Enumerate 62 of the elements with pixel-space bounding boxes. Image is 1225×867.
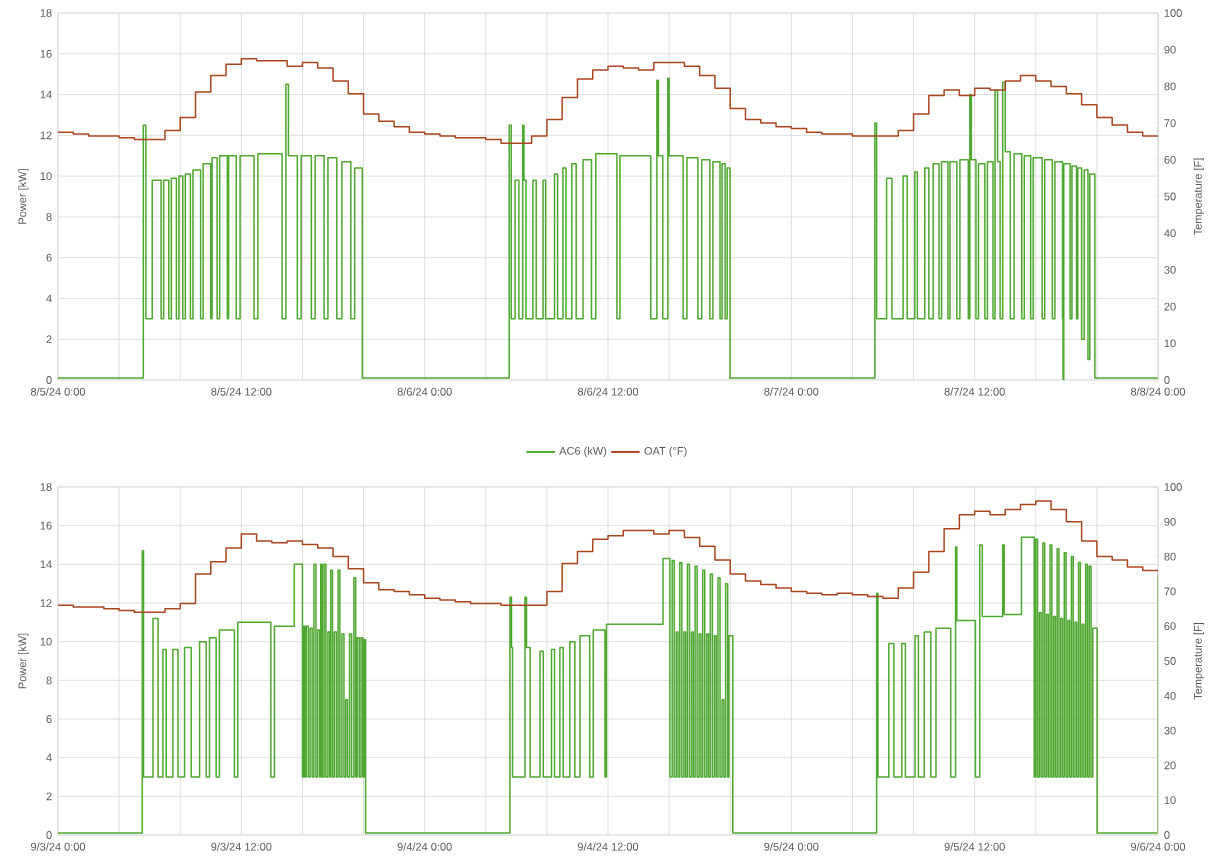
y2-tick-label: 10	[1164, 796, 1176, 805]
x-tick-label: 9/4/24 12:00	[577, 842, 639, 851]
y2-tick-label: 60	[1164, 155, 1176, 164]
y-tick-label: 4	[46, 753, 52, 762]
y-tick-label: 8	[46, 676, 52, 685]
x-tick-label: 8/5/24 12:00	[211, 387, 272, 396]
x-tick-label: 8/6/24 12:00	[577, 387, 639, 396]
y2-tick-label: 100	[1164, 483, 1182, 491]
y-tick-label: 0	[46, 831, 52, 839]
x-tick-label: 8/6/24 0:00	[397, 387, 452, 396]
y2-tick-label: 40	[1164, 229, 1176, 238]
y2-tick-label: 50	[1164, 657, 1176, 665]
y-tick-label: 14	[40, 560, 52, 569]
x-tick-label: 9/4/24 0:00	[397, 842, 452, 851]
y-tick-label: 0	[46, 376, 52, 384]
x-tick-label: 8/7/24 12:00	[944, 387, 1005, 396]
y2-axis-title: Temperature [F]	[1193, 158, 1204, 236]
y2-tick-label: 80	[1164, 552, 1176, 561]
x-tick-label: 8/8/24 0:00	[1130, 387, 1186, 396]
x-tick-label: 9/3/24 12:00	[211, 842, 272, 851]
y2-tick-label: 10	[1164, 339, 1176, 348]
y-axis-title: Power [kW]	[18, 169, 29, 224]
y2-tick-label: 30	[1164, 266, 1176, 274]
y-tick-label: 2	[46, 335, 52, 344]
y2-tick-label: 40	[1164, 691, 1176, 700]
x-tick-label: 9/6/24 0:00	[1131, 842, 1186, 851]
y-tick-label: 6	[46, 715, 52, 723]
y2-tick-label: 90	[1164, 517, 1176, 526]
y-tick-label: 4	[46, 294, 52, 303]
y2-tick-label: 50	[1164, 192, 1176, 201]
y-axis-title: Power [kW]	[18, 633, 29, 689]
x-tick-label: 9/5/24 0:00	[764, 842, 819, 851]
y2-tick-label: 90	[1164, 45, 1176, 54]
legend-label: OAT (°F)	[644, 446, 687, 457]
y-tick-label: 10	[40, 172, 52, 180]
y-tick-label: 18	[40, 483, 52, 491]
y2-tick-label: 0	[1164, 376, 1170, 384]
y-tick-label: 10	[40, 637, 52, 646]
y2-tick-label: 20	[1164, 302, 1176, 311]
y2-axis-title: Temperature [F]	[1193, 622, 1204, 700]
y-tick-label: 12	[40, 131, 52, 140]
y2-tick-label: 100	[1164, 9, 1182, 17]
legend-label: AC6 (kW)	[559, 446, 607, 457]
y2-tick-label: 80	[1164, 82, 1176, 91]
y-tick-label: 2	[46, 792, 52, 801]
y-tick-label: 16	[40, 521, 52, 530]
y2-tick-label: 60	[1164, 622, 1176, 631]
y2-tick-label: 70	[1164, 587, 1176, 596]
y-tick-label: 6	[46, 253, 52, 262]
x-tick-label: 8/5/24 0:00	[30, 387, 86, 396]
y2-tick-label: 70	[1164, 119, 1176, 127]
x-tick-label: 9/3/24 0:00	[31, 842, 86, 851]
y-tick-label: 16	[40, 49, 52, 58]
y-tick-label: 8	[46, 212, 52, 221]
y2-tick-label: 30	[1164, 726, 1176, 735]
y-tick-label: 12	[40, 599, 52, 607]
y2-tick-label: 20	[1164, 761, 1176, 770]
y-tick-label: 18	[40, 9, 52, 17]
y-tick-label: 14	[40, 90, 52, 99]
y2-tick-label: 0	[1164, 831, 1170, 839]
x-tick-label: 9/5/24 12:00	[944, 842, 1005, 851]
x-tick-label: 8/7/24 0:00	[764, 387, 819, 396]
